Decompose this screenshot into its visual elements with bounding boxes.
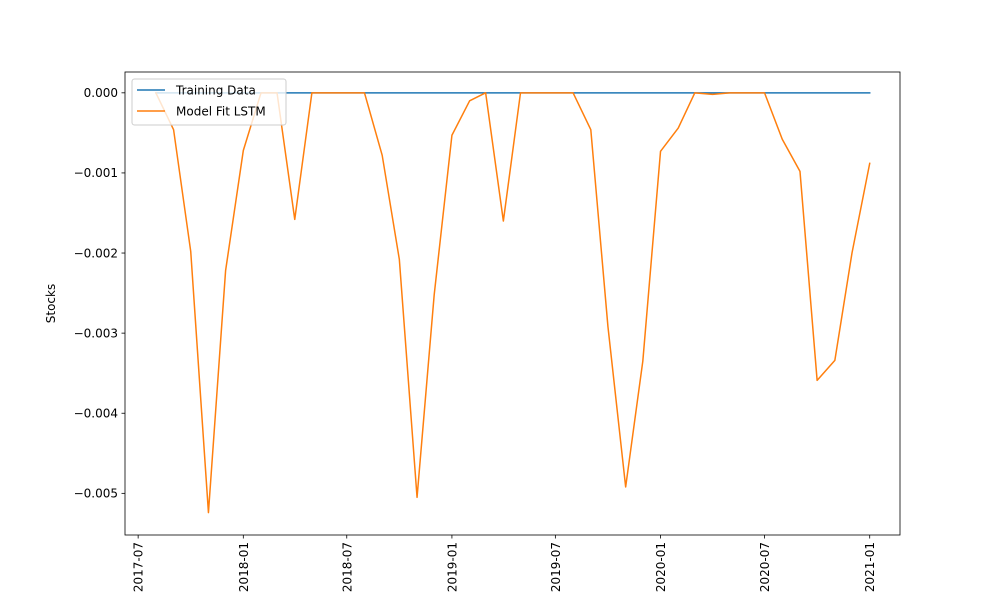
legend: Training Data Model Fit LSTM xyxy=(131,78,287,126)
y-tick-label: −0.002 xyxy=(74,246,118,260)
y-axis-label: Stocks xyxy=(44,284,58,323)
y-tick-label: 0.000 xyxy=(84,86,118,100)
y-tick-label: −0.003 xyxy=(74,326,118,340)
x-tick-label: 2019-01 xyxy=(445,542,459,592)
x-tick-label: 2017-07 xyxy=(132,542,146,592)
x-tick-label: 2021-01 xyxy=(863,542,877,592)
x-tick-label: 2020-01 xyxy=(654,542,668,592)
x-axis: 2017-07 2018-01 2018-07 2019-01 2019-07 2020-… xyxy=(132,535,877,592)
x-tick-label: 2020-07 xyxy=(758,542,772,592)
y-tick-label: −0.001 xyxy=(74,166,118,180)
x-tick-label: 2018-07 xyxy=(340,542,354,592)
plot-frame xyxy=(124,71,901,536)
legend-label-0: Training Data xyxy=(175,83,256,97)
x-tick-label: 2018-01 xyxy=(237,542,251,592)
y-axis: 0.000 −0.001 −0.002 −0.003 −0.004 −0.005 xyxy=(74,86,125,501)
x-tick-label: 2019-07 xyxy=(549,542,563,592)
y-tick-label: −0.005 xyxy=(74,487,118,501)
legend-label-1: Model Fit LSTM xyxy=(176,104,266,118)
legend-box xyxy=(131,78,287,126)
y-tick-label: −0.004 xyxy=(74,407,118,421)
